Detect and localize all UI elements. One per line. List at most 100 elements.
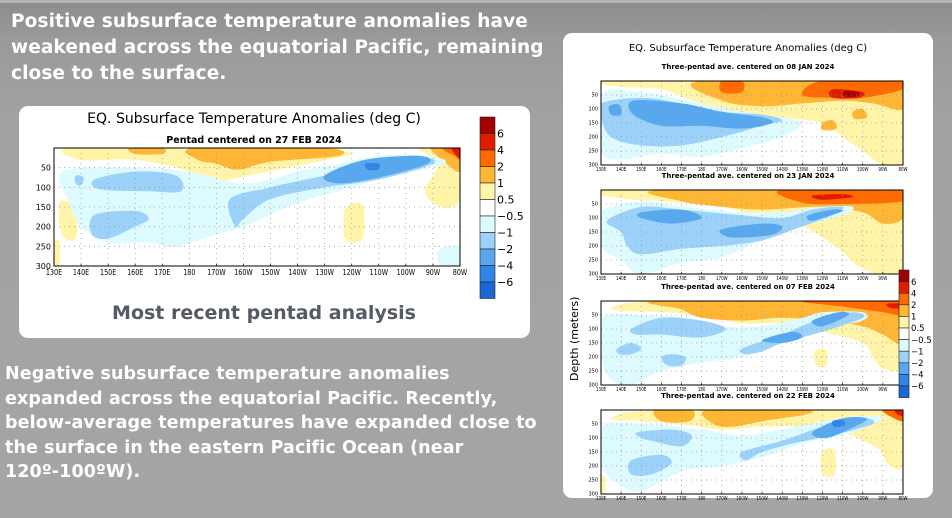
x-tick-label: 130E xyxy=(596,496,606,503)
subtitle-08jan: Three-pentad ave. centered on 08 JAN 202… xyxy=(661,63,835,71)
y-tick-label: 250 xyxy=(588,149,598,155)
x-tick-label: 170W xyxy=(716,387,728,394)
y-tick-label: 150 xyxy=(588,121,598,127)
heatmap-chart-23jan: 130E 140E 150E 160E 170E 180 170W 160W 150W 140W 1… xyxy=(588,189,908,283)
y-tick-label: 300 xyxy=(36,262,51,271)
contour-level xyxy=(616,343,642,355)
colorbar-label: 4 xyxy=(497,144,504,157)
colorbar-swatch xyxy=(898,385,910,398)
colorbar-right: 64 2 10.5 −0.5−1 −2 −4−6 xyxy=(898,269,932,398)
colorbar-swatch xyxy=(898,316,910,329)
colorbar-swatch xyxy=(479,265,496,283)
x-tick-label: 130E xyxy=(46,267,63,277)
colorbar-swatch xyxy=(479,248,496,266)
colorbar-label: −4 xyxy=(911,371,924,381)
colorbar-swatch xyxy=(898,374,910,387)
colorbar-label: 2 xyxy=(911,301,916,311)
x-tick-label: 110W xyxy=(837,496,849,503)
y-tick-label: 300 xyxy=(588,383,598,389)
x-tick-label: 160E xyxy=(656,387,666,394)
x-tick-label: 180 xyxy=(698,496,706,503)
contour-level xyxy=(653,410,695,423)
x-tick-label: 160W xyxy=(736,496,748,503)
x-tick-label: 120W xyxy=(817,496,829,503)
x-tick-label: 90W xyxy=(878,387,887,394)
contour-level xyxy=(761,331,803,344)
plot-frame xyxy=(600,189,904,275)
subtitle-07feb: Three-pentad ave. centered on 07 FEB 202… xyxy=(661,283,835,291)
colorbar-swatch xyxy=(479,199,496,217)
x-tick-label: 100W xyxy=(857,276,869,283)
x-tick-label: 180 xyxy=(698,276,706,283)
colorbar-swatch xyxy=(898,327,910,340)
contour-level xyxy=(811,416,868,439)
heatmap-chart-07feb: 130E 140E 150E 160E 170E 180 170W 160W 150W 140W 1… xyxy=(588,300,908,394)
x-tick-label: 160E xyxy=(656,276,666,283)
y-tick-label: 50 xyxy=(592,422,598,428)
x-tick-label: 170E xyxy=(676,387,686,394)
heatmap-chart-22feb: 130E 140E 150E 160E 170E 180 170W 160W 150W 140W 1… xyxy=(588,409,908,503)
x-tick-label: 130W xyxy=(797,387,809,394)
summary-negative-anomalies: Negative subsurface temperature anomalie… xyxy=(5,364,537,482)
y-tick-label: 200 xyxy=(588,355,598,361)
y-tick-label: 50 xyxy=(592,202,598,208)
x-tick-label: 120W xyxy=(817,276,829,283)
x-tick-label: 170W xyxy=(207,267,226,277)
summary-positive-anomalies: Positive subsurface temperature anomalie… xyxy=(11,11,544,84)
x-tick-label: 180 xyxy=(698,387,706,394)
colorbar-swatch xyxy=(479,281,496,299)
x-tick-label: 100W xyxy=(397,267,416,277)
contour-level xyxy=(811,194,854,200)
x-tick-label: 150W xyxy=(756,276,768,283)
contour-level xyxy=(436,245,460,266)
three-pentad-card: EQ. Subsurface Temperature Anomalies (de… xyxy=(563,33,933,502)
contour-level xyxy=(842,90,860,98)
contour-fields xyxy=(601,81,903,165)
colorbar-label: 2 xyxy=(497,161,504,174)
contour-level xyxy=(364,162,381,171)
colorbar-label: −0.5 xyxy=(911,336,932,346)
colorbar-label: −2 xyxy=(911,359,924,369)
y-tick-label: 100 xyxy=(588,436,598,442)
x-tick-label: 150E xyxy=(636,387,646,394)
colorbar-swatch xyxy=(898,304,910,317)
x-tick-label: 170W xyxy=(716,276,728,283)
x-tick-label: 150E xyxy=(100,267,117,277)
contour-level xyxy=(802,81,903,99)
contour-level xyxy=(127,148,166,155)
contour-level xyxy=(831,419,846,428)
x-tick-label: 150W xyxy=(756,387,768,394)
x-tick-label: 160E xyxy=(127,267,144,277)
x-tick-label: 180 xyxy=(183,267,196,277)
colorbar-label: −2 xyxy=(497,243,513,256)
contour-level xyxy=(701,410,814,427)
colorbar-swatch xyxy=(898,269,910,282)
x-tick-label: 80W xyxy=(898,496,907,503)
grid-lines xyxy=(601,81,903,165)
y-tick-label: 300 xyxy=(588,163,598,169)
x-tick-label: 140W xyxy=(776,496,788,503)
y-tick-label: 300 xyxy=(588,272,598,278)
x-tick-label: 110W xyxy=(837,167,849,174)
x-tick-label: 150E xyxy=(636,167,646,174)
colorbar-label: 6 xyxy=(911,278,916,288)
y-tick-label: 100 xyxy=(36,183,51,192)
x-tick-label: 150E xyxy=(636,496,646,503)
colorbar-label: 1 xyxy=(911,313,916,323)
grid-lines xyxy=(601,190,903,274)
x-tick-label: 110W xyxy=(837,276,849,283)
x-tick-label: 140W xyxy=(776,387,788,394)
x-tick-label: 90W xyxy=(878,167,887,174)
x-tick-label: 120W xyxy=(342,267,361,277)
x-tick-label: 120W xyxy=(817,387,829,394)
colorbar-swatch xyxy=(898,350,910,364)
colorbar-swatch xyxy=(479,215,496,233)
y-tick-label: 50 xyxy=(592,313,598,319)
chart-title: EQ. Subsurface Temperature Anomalies (de… xyxy=(87,111,421,127)
x-tick-label: 160E xyxy=(656,496,666,503)
contour-level xyxy=(820,119,838,131)
colorbar-swatch xyxy=(898,362,910,375)
contour-level xyxy=(852,108,868,120)
x-tick-label: 140W xyxy=(288,267,307,277)
y-tick-label: 200 xyxy=(588,135,598,141)
